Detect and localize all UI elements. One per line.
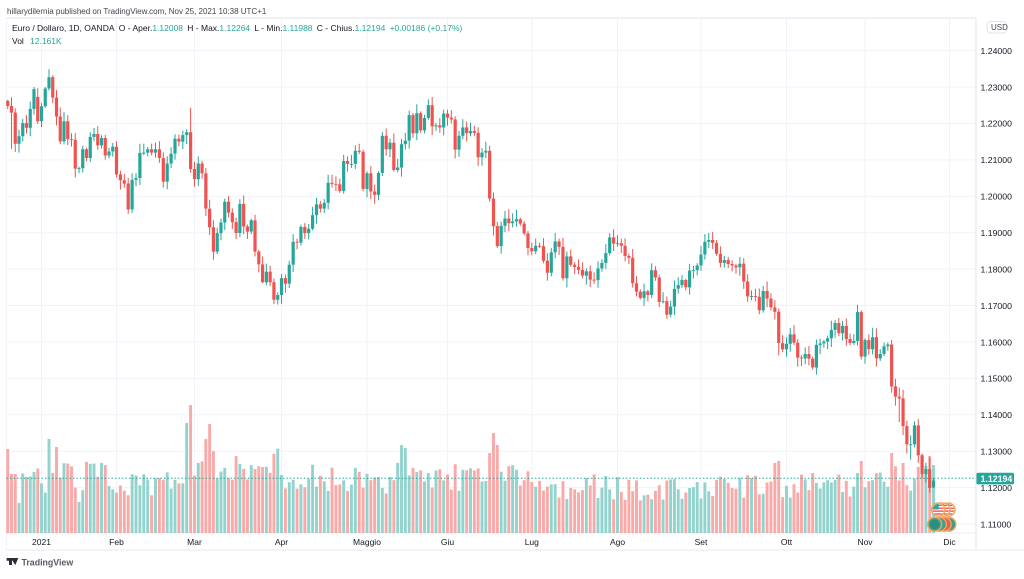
svg-text:1.20000: 1.20000 — [981, 192, 1013, 202]
svg-text:1.13000: 1.13000 — [981, 447, 1013, 457]
svg-text:1.14000: 1.14000 — [981, 410, 1013, 420]
svg-text:1.23000: 1.23000 — [981, 82, 1013, 92]
svg-text:1.21000: 1.21000 — [981, 155, 1013, 165]
svg-text:Lug: Lug — [525, 537, 539, 547]
svg-text:1.17000: 1.17000 — [981, 301, 1013, 311]
svg-text:Maggio: Maggio — [353, 537, 381, 547]
svg-text:Set: Set — [695, 537, 708, 547]
svg-text:1.12194: 1.12194 — [981, 474, 1013, 484]
svg-text:2021: 2021 — [32, 537, 51, 547]
svg-text:Euro / Dollaro, 1D, OANDA O -: Euro / Dollaro, 1D, OANDA O - Aper.1.120… — [12, 23, 463, 33]
svg-text:TradingView: TradingView — [22, 557, 74, 567]
svg-text:1.18000: 1.18000 — [981, 264, 1013, 274]
svg-text:Ott: Ott — [781, 537, 793, 547]
svg-text:1.24000: 1.24000 — [981, 46, 1013, 56]
svg-text:Giu: Giu — [441, 537, 455, 547]
svg-text:Feb: Feb — [109, 537, 124, 547]
svg-text:Mar: Mar — [187, 537, 202, 547]
svg-text:1.12000: 1.12000 — [981, 483, 1013, 493]
svg-text:USD: USD — [991, 23, 1008, 32]
svg-text:1.16000: 1.16000 — [981, 337, 1013, 347]
svg-text:Apr: Apr — [275, 537, 288, 547]
svg-text:1.22000: 1.22000 — [981, 119, 1013, 129]
svg-text:1.19000: 1.19000 — [981, 228, 1013, 238]
svg-text:Ago: Ago — [610, 537, 625, 547]
svg-text:hillarydilernia published on T: hillarydilernia published on TradingView… — [7, 7, 267, 16]
svg-text:1.11000: 1.11000 — [981, 519, 1012, 529]
svg-text:1.15000: 1.15000 — [981, 374, 1013, 384]
svg-text:Dic: Dic — [943, 537, 956, 547]
svg-text:Nov: Nov — [857, 537, 873, 547]
